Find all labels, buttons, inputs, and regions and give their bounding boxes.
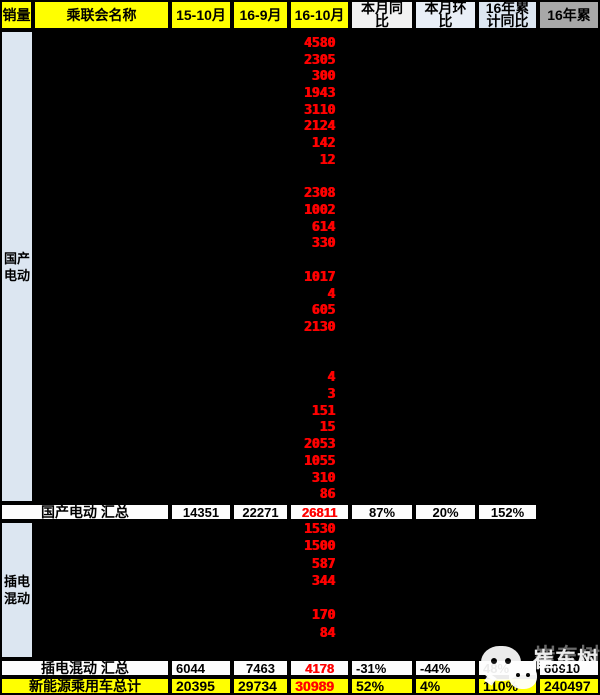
summary-phev-yoy: -31% (350, 659, 414, 677)
section-label-phev-text: 插电混动 (3, 574, 30, 606)
model-sales-value: 142 (311, 136, 335, 152)
model-sales-value: 15 (319, 420, 335, 436)
model-sales-value (289, 642, 335, 659)
model-sales-value (289, 590, 335, 607)
summary-phev-label: 插电混动 汇总 (0, 659, 170, 677)
model-sales-value: 1943 (303, 86, 335, 102)
total-ytd-yoy: 110% (477, 677, 538, 695)
header-sales: 销量 (0, 0, 33, 30)
model-sales-value: 4580 (303, 35, 335, 51)
model-sales-value (289, 169, 335, 186)
table-header: 销量 乘联会名称 15-10月 16-9月 16-10月 本月同比 本月环比 1… (0, 0, 600, 30)
summary-bev-16-10: 26811 (289, 503, 350, 521)
model-sales-value: 310 (311, 470, 335, 486)
model-sales-value (289, 336, 335, 353)
header-15-10: 15-10月 (170, 0, 232, 30)
summary-bev-mom: 20% (414, 503, 477, 521)
total-label: 新能源乘用车总计 (0, 677, 170, 695)
header-yoy: 本月同比 (350, 0, 414, 30)
summary-bev-yoy: 87% (350, 503, 414, 521)
header-ytd-yoy-label: 16年累计同比 (485, 0, 530, 29)
model-sales-value: 330 (311, 236, 335, 252)
section-label-bev: 国产电动 (0, 30, 34, 503)
model-sales-value: 1002 (303, 203, 335, 219)
model-sales-value: 12 (319, 152, 335, 168)
model-sales-value: 605 (311, 303, 335, 319)
total-16-10: 30989 (289, 677, 350, 695)
bev-monthly-values-column: 4580 2305 300 1943 3110 2124 142 12 2308 1002 614 3… (289, 30, 335, 503)
model-sales-value: 151 (311, 403, 335, 419)
model-sales-value: 1500 (303, 539, 335, 555)
section-label-phev: 插电混动 (0, 521, 34, 659)
model-sales-value (289, 252, 335, 269)
summary-bev-16-9: 22271 (232, 503, 289, 521)
model-sales-value: 614 (311, 219, 335, 235)
model-sales-value: 344 (311, 573, 335, 589)
model-sales-value (289, 353, 335, 370)
summary-row-bev: 国产电动 汇总 14351 22271 26811 87% 20% 152% (0, 503, 600, 521)
model-sales-value: 4 (327, 286, 335, 302)
model-sales-value: 587 (311, 556, 335, 572)
model-sales-value: 300 (311, 69, 335, 85)
total-yoy: 52% (350, 677, 414, 695)
section-label-bev-text: 国产电动 (3, 250, 30, 283)
header-mom-label: 本月环比 (424, 0, 467, 29)
total-15-10: 20395 (170, 677, 232, 695)
total-row: 新能源乘用车总计 20395 29734 30989 52% 4% 110% 2… (0, 677, 600, 695)
model-sales-value: 84 (319, 625, 335, 641)
model-sales-value: 86 (319, 487, 335, 503)
summary-phev-ytd-yoy: 48% (477, 659, 538, 677)
model-sales-value: 2305 (303, 52, 335, 68)
model-sales-value: 170 (311, 608, 335, 624)
model-sales-value: 3110 (303, 102, 335, 118)
header-ytd-yoy: 16年累计同比 (477, 0, 538, 30)
model-sales-value: 2130 (303, 320, 335, 336)
header-ytd: 16年累 (538, 0, 600, 30)
summary-bev-label: 国产电动 汇总 (0, 503, 170, 521)
summary-phev-mom: -44% (414, 659, 477, 677)
model-sales-value: 2124 (303, 119, 335, 135)
summary-phev-15-10: 6044 (170, 659, 232, 677)
model-sales-value: 4 (327, 370, 335, 386)
summary-bev-ytd-yoy: 152% (477, 503, 538, 521)
header-mom: 本月环比 (414, 0, 477, 30)
summary-phev-16-9: 7463 (232, 659, 289, 677)
summary-phev-ytd: 60910 (538, 659, 600, 677)
header-16-10: 16-10月 (289, 0, 350, 30)
header-yoy-label: 本月同比 (361, 0, 403, 29)
summary-bev-15-10: 14351 (170, 503, 232, 521)
phev-monthly-values-column: 1530 1500 587 344 170 84 (289, 521, 335, 659)
summary-row-phev: 插电混动 汇总 6044 7463 4178 -31% -44% 48% 609… (0, 659, 600, 677)
summary-bev-ytd-empty (538, 503, 600, 521)
header-name: 乘联会名称 (33, 0, 170, 30)
model-sales-value: 1017 (303, 269, 335, 285)
model-sales-value: 2308 (303, 186, 335, 202)
model-sales-value: 1055 (303, 453, 335, 469)
model-sales-value: 2053 (303, 437, 335, 453)
header-16-9: 16-9月 (232, 0, 289, 30)
total-ytd: 240497 (538, 677, 600, 695)
total-mom: 4% (414, 677, 477, 695)
total-16-9: 29734 (232, 677, 289, 695)
model-sales-value: 1530 (303, 522, 335, 538)
model-sales-value: 3 (327, 386, 335, 402)
summary-phev-16-10: 4178 (289, 659, 350, 677)
